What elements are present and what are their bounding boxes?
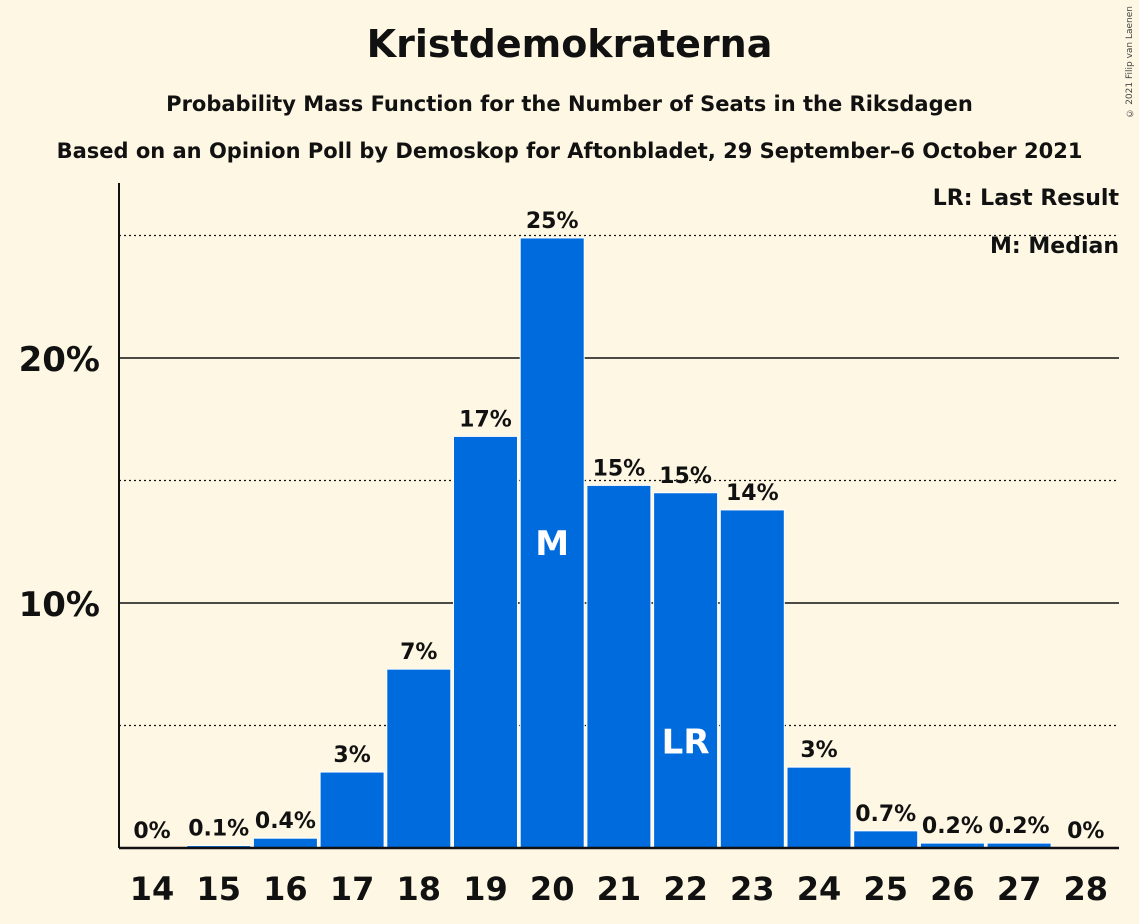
bar-marker-label: M xyxy=(535,524,569,564)
bar-value-label: 3% xyxy=(800,738,837,763)
legend-last-result: LR: Last Result xyxy=(932,186,1119,211)
bar-value-label: 7% xyxy=(400,640,437,665)
x-tick-label: 21 xyxy=(597,870,642,908)
bar xyxy=(252,837,318,849)
bar-value-label: 0.7% xyxy=(855,802,916,827)
x-tick-label: 24 xyxy=(797,870,842,908)
y-tick-label: 10% xyxy=(19,585,100,625)
x-tick-label: 27 xyxy=(997,870,1042,908)
bar-value-label: 15% xyxy=(593,456,646,481)
y-tick-label: 20% xyxy=(19,340,100,380)
bar-value-label: 17% xyxy=(459,407,512,432)
bar xyxy=(386,668,452,849)
x-tick-label: 19 xyxy=(463,870,508,908)
bar xyxy=(586,484,652,849)
bar-value-label: 14% xyxy=(726,481,779,506)
x-tick-label: 22 xyxy=(663,870,708,908)
x-tick-label: 16 xyxy=(263,870,308,908)
bar-value-label: 0% xyxy=(133,819,170,844)
chart-title: Kristdemokraterna xyxy=(366,22,773,66)
x-tick-label: 26 xyxy=(930,870,975,908)
chart-source: Based on an Opinion Poll by Demoskop for… xyxy=(56,139,1083,163)
bar xyxy=(653,492,719,849)
bar-value-label: 0.2% xyxy=(989,814,1050,839)
bar-marker-label: LR xyxy=(662,722,710,762)
bar xyxy=(453,435,518,849)
x-tick-label: 23 xyxy=(730,870,775,908)
bar xyxy=(319,771,385,849)
x-tick-label: 17 xyxy=(330,870,375,908)
x-tick-label: 20 xyxy=(530,870,575,908)
bar-value-label: 3% xyxy=(333,743,370,768)
bar-value-label: 25% xyxy=(526,209,579,234)
bar-value-label: 0% xyxy=(1067,819,1104,844)
bar xyxy=(786,766,852,849)
chart-subtitle: Probability Mass Function for the Number… xyxy=(166,92,973,116)
x-tick-label: 15 xyxy=(196,870,241,908)
bar xyxy=(719,509,785,849)
bar xyxy=(519,237,585,849)
bar-value-label: 15% xyxy=(659,464,712,489)
bar-value-label: 0.1% xyxy=(188,817,249,842)
bar-value-label: 0.4% xyxy=(255,809,316,834)
x-tick-label: 18 xyxy=(397,870,442,908)
legend-median: M: Median xyxy=(990,234,1119,259)
bar xyxy=(853,830,919,849)
bar-value-label: 0.2% xyxy=(922,814,983,839)
x-tick-label: 28 xyxy=(1064,870,1109,908)
x-tick-label: 14 xyxy=(130,870,175,908)
x-tick-label: 25 xyxy=(863,870,908,908)
